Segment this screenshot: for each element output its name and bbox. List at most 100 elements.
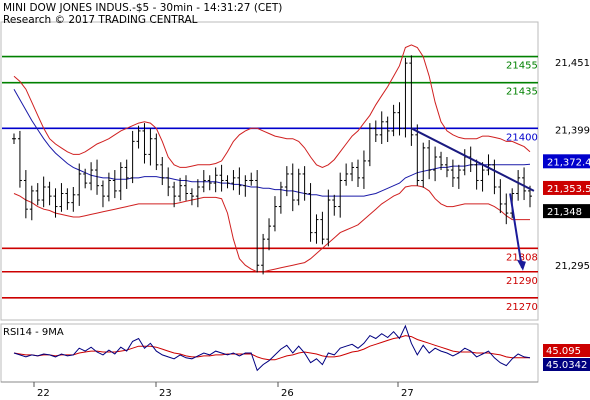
copyright-line: Research © 2017 TRADING CENTRAL [3,14,198,26]
price-bar [184,175,188,201]
price-marker-label: 21,372.4 [547,157,590,168]
price-bar [261,233,266,275]
price-bar [213,167,218,193]
price-bar [23,170,28,219]
x-tick-label: 26 [281,388,294,399]
price-marker-label: 21,353.5 [547,184,590,195]
price-bar [106,172,111,202]
price-bar [178,177,183,202]
price-bar [89,162,94,191]
price-bar [65,188,70,210]
price-bar [160,157,165,186]
price-panel-frame [0,21,539,321]
projection-arrow-line [509,193,523,268]
price-panel: 21455 21435 21400 21308 21290 21270 [0,21,539,321]
price-marker-box [543,154,590,169]
price-marker: 21,372.4 [543,154,590,169]
y-tick-label: 21,451 [555,58,590,69]
price-bar [83,168,88,189]
price-bar [356,159,360,187]
price-bar [219,164,224,192]
level-label-21455: 21455 [506,61,538,72]
level-label-21270: 21270 [506,302,538,313]
price-bar [361,150,366,189]
price-bar [249,172,254,186]
price-bar [130,130,135,184]
price-bar [403,57,408,138]
rsi-ma-line [13,335,531,361]
price-bar [344,163,349,186]
price-bar [350,162,355,182]
y-tick-label: 21,295 [555,261,590,272]
price-bar [71,186,76,212]
price-bar [272,196,277,232]
price-bar [504,193,509,225]
price-bar [59,183,64,212]
price-bar [195,179,200,208]
price-bar [237,167,242,195]
price-bar [522,167,527,201]
price-bar [136,125,141,149]
price-bar [29,185,34,221]
price-bar [118,162,123,201]
price-bar [450,159,455,187]
level-label-21308: 21308 [506,252,538,263]
price-bar [314,214,319,244]
price-bar [124,159,129,189]
price-bar [326,189,331,247]
price-marker: 21,353.5 [543,180,590,195]
rsi-title: RSI14 - 9MA [3,327,64,338]
price-bar [112,170,117,199]
price-bar [290,163,295,212]
price-bar [255,170,260,273]
price-bar [154,133,159,171]
rsi-panel: 45.095 45.0342 [0,323,590,383]
price-bar [379,111,384,144]
x-tick-label: 27 [401,388,414,399]
price-marker-label: 21,348 [547,207,582,218]
price-bar [231,170,236,191]
price-bar [391,104,396,137]
rsi-marker-box [543,358,590,371]
rsi-marker: 45.0342 [543,358,590,371]
chart-title: MINI DOW JONES INDUS.-$5 - 30min - 14:31… [3,2,283,14]
level-label-21290: 21290 [506,276,538,287]
price-bar [409,55,414,146]
rsi-marker: 45.095 [543,344,590,357]
price-bar [41,176,46,208]
rsi-marker-label: 45.0342 [546,360,587,371]
price-bar [296,168,301,206]
price-bar [302,166,307,201]
price-bar [53,188,58,218]
price-bar [267,218,272,251]
price-bar [189,188,194,206]
price-bar [172,181,177,208]
price-bar [462,149,467,176]
trendline [410,127,535,192]
price-bar [480,162,485,192]
price-bar [415,124,420,186]
price-marker-box [543,204,590,219]
price-bar [456,164,461,189]
price-bar [498,179,503,214]
price-bar [100,180,105,208]
price-bar [95,159,100,195]
price-bar [492,159,497,195]
level-label-21435: 21435 [506,87,538,98]
rsi-marker-box [543,344,590,357]
price-bar [308,183,313,242]
price-bar [225,175,230,189]
price-bar [278,181,283,214]
x-tick-label: 22 [37,388,50,399]
price-bar [516,170,521,201]
bollinger-upper-line [13,44,531,168]
price-bar [444,157,449,178]
price-bar [367,123,372,167]
price-bar [148,128,153,166]
price-bar [142,123,147,164]
rsi-line [13,324,531,372]
price-bar [474,159,479,190]
moving-average-line [13,88,531,197]
level-label-21400: 21400 [506,132,538,143]
